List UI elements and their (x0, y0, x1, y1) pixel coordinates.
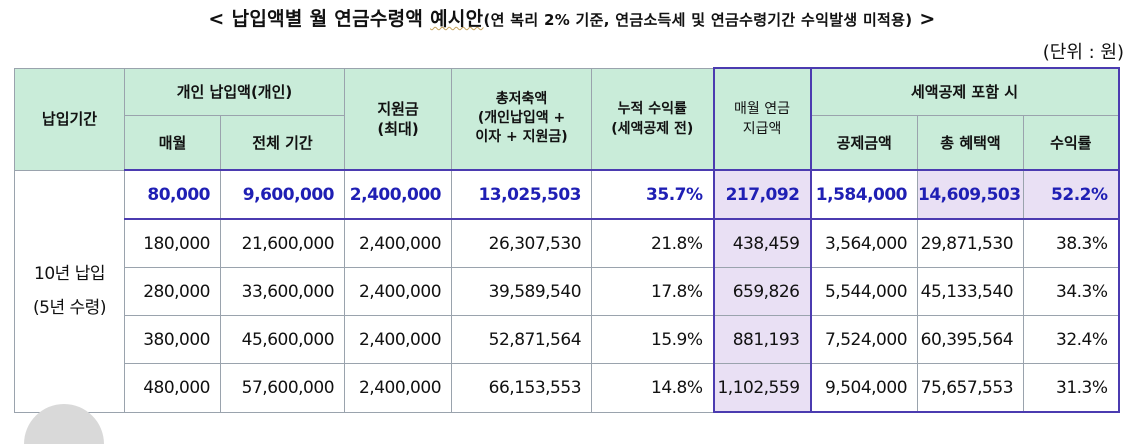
cell-monthly: 380,000 (124, 315, 221, 364)
unit-label: (단위 : 원) (1042, 42, 1124, 63)
cell-subsidy: 2,400,000 (344, 169, 453, 220)
header-deduction: 공제금액 (810, 115, 919, 171)
cell-savings: 52,871,564 (451, 315, 593, 364)
cell-subsidy: 2,400,000 (344, 267, 453, 316)
period-cell: 10년 납입 (5년 수령) (14, 169, 125, 413)
cell-pension: 659,826 (712, 267, 812, 316)
cell-pension: 1,102,559 (712, 363, 812, 413)
cell-cum: 17.8% (591, 267, 715, 316)
title-prefix: < (208, 8, 232, 30)
cell-deduction: 7,524,000 (810, 315, 919, 364)
cell-cum: 21.8% (591, 218, 715, 268)
cell-monthly: 280,000 (124, 267, 221, 316)
table-row: 280,000 33,600,000 2,400,000 39,589,540 17.8… (15, 267, 1120, 316)
header-return-rate: 수익률 (1023, 115, 1120, 171)
cell-benefit: 29,871,530 (917, 218, 1025, 268)
cell-total: 57,600,000 (219, 363, 346, 413)
cell-cum: 15.9% (591, 315, 715, 364)
page-title: < 납입액별 월 연금수령액 예시안(연 복리 2% 기준, 연금소득세 및 연… (0, 4, 1144, 31)
cell-deduction: 3,564,000 (810, 218, 919, 268)
cell-subsidy: 2,400,000 (344, 315, 453, 364)
cell-savings: 13,025,503 (451, 169, 593, 220)
pension-table: 납입기간 개인 납입액(개인) 지원금 (최대) 총저축액 (개인납입액 + 이… (14, 67, 1120, 413)
cell-monthly: 80,000 (124, 169, 221, 220)
table-row: 10년 납입 (5년 수령) 80,000 9,600,000 2,400,000 13… (14, 169, 1120, 413)
cell-subsidy: 2,400,000 (344, 363, 453, 413)
cell-rate: 32.4% (1023, 315, 1120, 364)
cell-rate: 31.3% (1023, 363, 1120, 413)
table-row: 180,000 21,600,000 2,400,000 26,307,530 21.8… (15, 218, 1120, 268)
cell-rate: 34.3% (1023, 267, 1120, 316)
title-note: (연 복리 2% 기준, 연금소득세 및 연금수령기간 수익발생 미적용) (483, 11, 913, 29)
header-monthly: 매월 (124, 115, 221, 171)
cell-rate: 38.3% (1023, 218, 1120, 268)
title-main: 납입액별 월 연금수령액 (231, 8, 431, 30)
header-personal: 개인 납입액(개인) (123, 67, 346, 116)
header-total-period: 전체 기간 (219, 115, 346, 171)
cell-deduction: 5,544,000 (810, 267, 919, 316)
cell-total: 21,600,000 (219, 218, 346, 268)
cell-deduction: 9,504,000 (810, 363, 919, 413)
cell-pension: 217,092 (712, 169, 812, 220)
cell-benefit: 45,133,540 (917, 267, 1025, 316)
cell-monthly: 180,000 (124, 218, 221, 268)
header-subsidy: 지원금 (최대) (344, 67, 453, 171)
table-row: 380,000 45,600,000 2,400,000 52,871,564 15.9… (15, 315, 1120, 364)
cell-total: 33,600,000 (219, 267, 346, 316)
cell-rate: 52.2% (1023, 169, 1120, 220)
cell-cum: 35.7% (591, 169, 715, 220)
title-suffix: > (912, 8, 936, 30)
table-row: 480,000 57,600,000 2,400,000 66,153,553 14.8… (15, 363, 1120, 413)
header-period: 납입기간 (14, 67, 125, 171)
cell-total: 45,600,000 (219, 315, 346, 364)
cell-subsidy: 2,400,000 (344, 218, 453, 268)
cell-savings: 39,589,540 (451, 267, 593, 316)
cell-pension: 881,193 (712, 315, 812, 364)
header-total-benefit: 총 혜택액 (917, 115, 1025, 171)
cell-total: 9,600,000 (219, 169, 346, 220)
header-tax-credit: 세액공제 포함 시 (810, 67, 1120, 116)
cell-savings: 66,153,553 (451, 363, 593, 413)
title-highlight: 예시안 (430, 8, 484, 30)
header-cum-return: 누적 수익률 (세액공제 전) (591, 67, 715, 171)
cell-monthly: 480,000 (124, 363, 221, 413)
cell-benefit: 75,657,553 (917, 363, 1025, 413)
cell-benefit: 14,609,503 (917, 169, 1025, 220)
cell-benefit: 60,395,564 (917, 315, 1025, 364)
cell-deduction: 1,584,000 (810, 169, 919, 220)
cell-savings: 26,307,530 (451, 218, 593, 268)
header-monthly-pension: 매월 연금 지급액 (712, 67, 812, 171)
cell-cum: 14.8% (591, 363, 715, 413)
cell-pension: 438,459 (712, 218, 812, 268)
header-total-savings: 총저축액 (개인납입액 + 이자 + 지원금) (451, 67, 593, 171)
